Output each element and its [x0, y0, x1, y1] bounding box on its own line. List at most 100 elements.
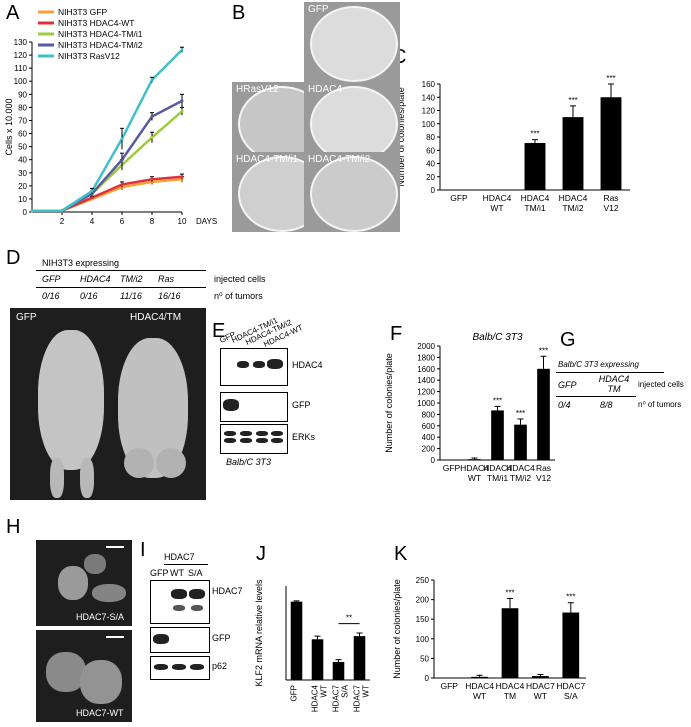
legend-label: NIH3T3 GFP	[58, 7, 107, 17]
count-cell: 8/8	[600, 400, 613, 410]
bar	[311, 639, 324, 680]
panel-label-e: E	[212, 320, 226, 342]
category-label: TM/i1	[524, 203, 546, 213]
photo-label-hdac4-tm: HDAC4/TM	[130, 312, 182, 323]
significance-label: ***	[505, 588, 514, 597]
panel-label-d: D	[6, 247, 21, 269]
panel-label-j: J	[256, 543, 266, 565]
data-point	[180, 175, 184, 179]
y-tick-label: 0	[431, 186, 436, 195]
blot-p62	[150, 656, 210, 680]
y-tick-label: 110	[14, 64, 27, 73]
col-hdac4: HDAC4	[80, 274, 111, 284]
y-tick-label: 30	[18, 169, 27, 178]
y-tick-label: 400	[422, 433, 436, 442]
y-axis-label: Number of colonies/plate	[384, 353, 394, 453]
data-point	[180, 99, 184, 103]
blot-label-gfp: GFP	[212, 633, 231, 643]
row-label-tumors: n⁰ of tumors	[638, 400, 682, 409]
category-label: HDAC4	[496, 681, 525, 691]
blot-label-erks: ERKs	[292, 432, 316, 442]
category-label: WT	[490, 203, 503, 213]
plate-hdac4: HDAC4	[304, 82, 400, 162]
scale-bar	[106, 546, 124, 548]
growth-curve-chart: 0 10 20 30 40 50 60 70 80 90 100 110 120 130 2 4 6 8 10 DAY…	[4, 7, 217, 226]
y-tick-label: 250	[416, 576, 430, 585]
category-label: HDAC4	[311, 684, 320, 712]
category-label: Ras	[603, 193, 618, 203]
y-tick-label: 80	[426, 133, 435, 142]
legend-label: NIH3T3 RasV12	[58, 51, 120, 61]
y-tick-label: 130	[14, 38, 28, 47]
col-tm-i2: TM/i2	[120, 274, 143, 284]
y-tick-label: 0	[425, 674, 430, 683]
category-label: WT	[468, 473, 481, 483]
data-point	[30, 209, 34, 213]
y-tick-label: 2000	[417, 342, 435, 351]
data-point	[150, 115, 154, 119]
y-tick-label: 90	[18, 90, 27, 99]
tumor-table-balbc: Balb/C 3T3 expressing GFP HDAC4 TM injec…	[556, 360, 690, 410]
y-tick-label: 200	[416, 596, 430, 605]
blot-label-gfp: GFP	[292, 400, 311, 410]
category-label: TM	[504, 691, 516, 701]
colonies-bar-chart-nih3t3: 0 20 40 60 80 100 120 140 160 Number of colonies/…	[396, 74, 630, 213]
category-label: HDAC4	[521, 193, 550, 203]
y-tick-label: 0	[23, 208, 28, 217]
blot-label-hdac7: HDAC7	[212, 586, 243, 596]
bar	[468, 459, 481, 460]
data-point	[60, 209, 64, 213]
y-tick-label: 1400	[417, 376, 435, 385]
mouse-photo: GFP HDAC4/TM	[10, 308, 206, 500]
category-label: GFP	[443, 463, 461, 473]
lane-label: GFP	[150, 568, 169, 578]
y-tick-label: 100	[14, 77, 28, 86]
significance-label: ***	[516, 409, 525, 418]
col-gfp: GFP	[42, 274, 61, 284]
plate-label: HDAC4-TM/i1	[236, 154, 299, 165]
micrograph-label: HDAC7-S/A	[76, 612, 125, 622]
count-cell: 16/16	[158, 291, 181, 301]
category-label: S/A	[341, 684, 350, 698]
y-tick-label: 50	[420, 654, 429, 663]
y-tick-label: 20	[426, 173, 435, 182]
category-label: HDAC4	[465, 681, 494, 691]
data-point	[90, 189, 94, 193]
category-label: HDAC4	[460, 463, 489, 473]
category-label: HDAC4	[559, 193, 588, 203]
y-tick-label: 800	[422, 410, 436, 419]
series-line	[32, 48, 183, 212]
row-label-tumors: n⁰ of tumors	[214, 291, 263, 301]
panel-label-f: F	[390, 323, 403, 345]
y-tick-label: 1800	[417, 353, 435, 362]
blot-label-hdac4: HDAC4	[292, 360, 323, 370]
y-tick-label: 10	[18, 195, 27, 204]
bar	[524, 142, 546, 190]
y-tick-label: 200	[422, 445, 436, 454]
category-label: TM/i2	[510, 473, 532, 483]
panel-label-b: B	[232, 2, 246, 24]
significance-label: **	[346, 614, 352, 623]
legend-label: NIH3T3 HDAC4-TM/i2	[58, 40, 143, 50]
y-tick-label: 1600	[417, 365, 435, 374]
count-cell: 11/16	[120, 291, 142, 301]
significance-label: ***	[566, 593, 575, 602]
data-point	[120, 137, 124, 141]
bar	[600, 97, 622, 190]
data-point	[180, 109, 184, 113]
plate-label: HDAC4	[308, 84, 342, 95]
bar	[501, 608, 519, 678]
chart-title: Balb/C 3T3	[472, 332, 522, 343]
lane-label: S/A	[188, 568, 203, 578]
blot-e-caption: Balb/C 3T3	[226, 457, 272, 467]
bar	[353, 636, 366, 680]
category-label: V12	[603, 203, 618, 213]
blot-gfp-e	[220, 392, 288, 422]
y-tick-label: 0	[431, 456, 436, 465]
blot-label-p62: p62	[212, 661, 228, 671]
data-point	[120, 183, 124, 187]
colonies-bar-chart-hdac7: 0 50 100 150 200 250 Number of colonies/plate G…	[392, 576, 586, 701]
category-label: HDAC7	[353, 684, 362, 712]
plate-hdac4-tm-i2: HDAC4-TM/i2	[304, 152, 400, 232]
